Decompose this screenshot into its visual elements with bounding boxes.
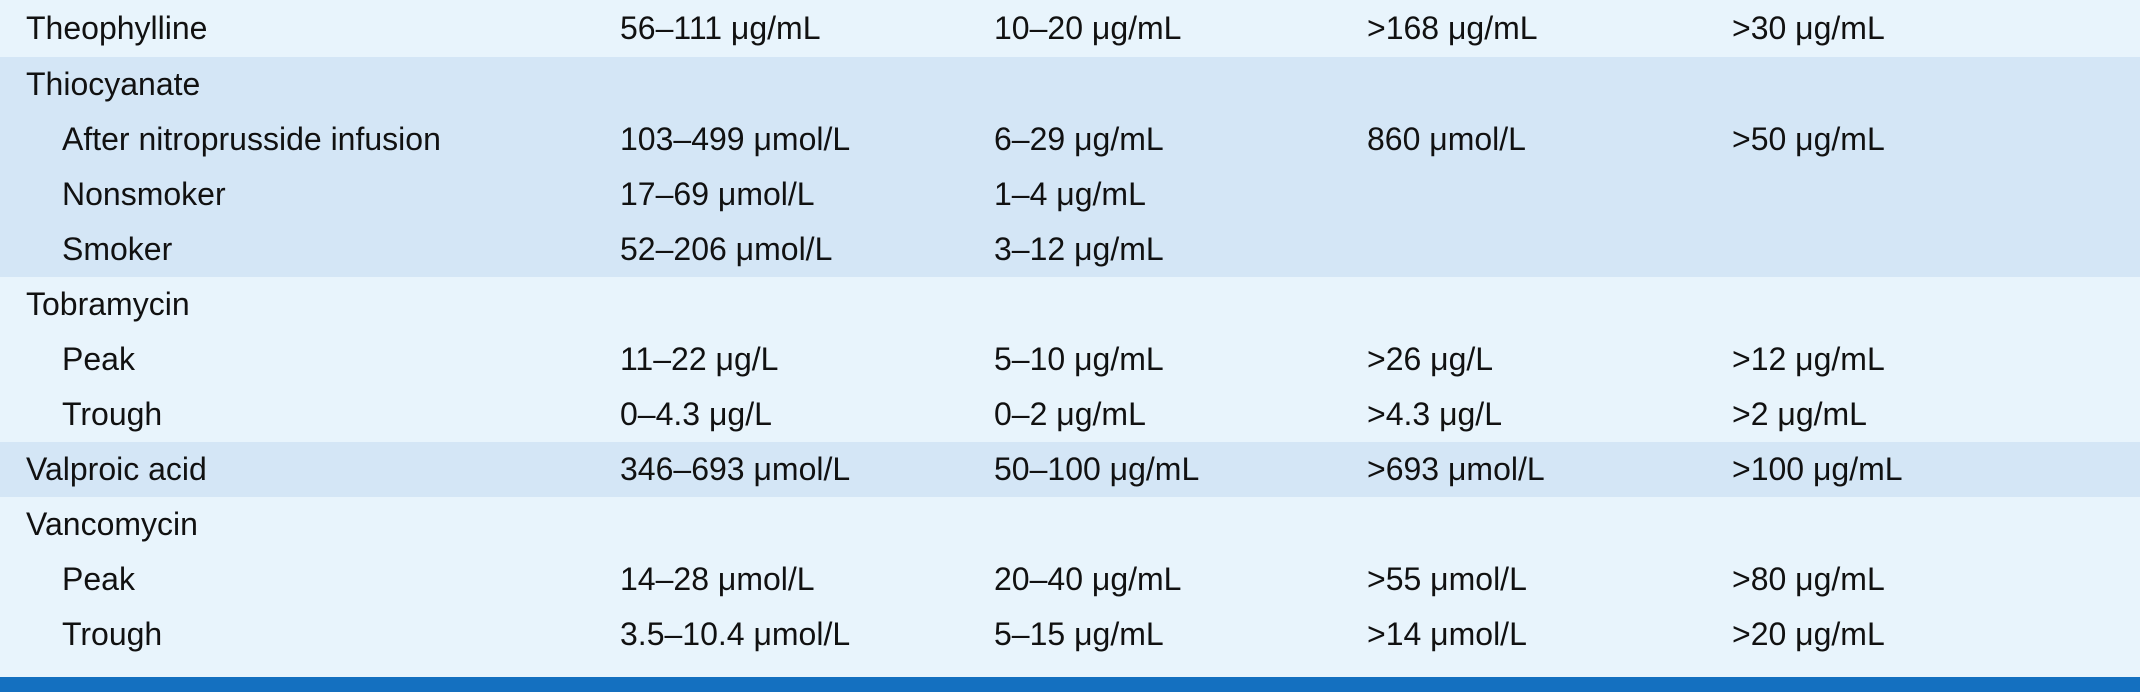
table-cell [620,57,994,112]
drug-name: Valproic acid [26,451,207,487]
table-cell: 11–22 μg/L [620,341,779,377]
table-row-vancomycin: Vancomycin [0,497,2140,552]
table-cell [1732,222,2140,277]
table-cell: >26 μg/L [1367,341,1494,377]
table-bottom-rule [0,677,2140,692]
table-cell: 14–28 μmol/L [620,561,815,597]
table-cell: >168 μg/mL [1367,10,1538,46]
table-cell: >20 μg/mL [1732,616,1885,652]
table-cell [994,57,1367,112]
table-cell: 3–12 μg/mL [994,231,1164,267]
table-cell [1367,277,1732,332]
table-cell: 6–29 μg/mL [994,121,1164,157]
table-cell: 20–40 μg/mL [994,561,1182,597]
table-cell: >4.3 μg/L [1367,396,1502,432]
sub-item-name: Peak [62,561,135,597]
table-cell: 17–69 μmol/L [620,176,815,212]
table-cell [1732,277,2140,332]
table-cell: 50–100 μg/mL [994,451,1200,487]
table-cell: 346–693 μmol/L [620,451,851,487]
table-cell [1732,497,2140,552]
table-row-vancomycin-trough: Trough 3.5–10.4 μmol/L 5–15 μg/mL >14 μm… [0,607,2140,662]
table-cell [1732,57,2140,112]
table-cell: 0–4.3 μg/L [620,396,772,432]
table-cell [1367,497,1732,552]
drug-name: Thiocyanate [26,66,201,102]
table-cell: >100 μg/mL [1732,451,1903,487]
table-cell: 3.5–10.4 μmol/L [620,616,851,652]
table-row-thiocyanate: Thiocyanate [0,57,2140,112]
table-row-tobramycin: Tobramycin [0,277,2140,332]
table-cell: >55 μmol/L [1367,561,1527,597]
sub-item-name: Nonsmoker [62,176,226,212]
table-cell: >2 μg/mL [1732,396,1867,432]
table-cell: 1–4 μg/mL [994,176,1146,212]
table-cell [1367,222,1732,277]
table-cell: >14 μmol/L [1367,616,1527,652]
table-cell: >30 μg/mL [1732,10,1885,46]
table-row-tobramycin-peak: Peak 11–22 μg/L 5–10 μg/mL >26 μg/L >12 … [0,332,2140,387]
table-cell [1732,167,2140,222]
table-cell [620,277,994,332]
drug-name: Tobramycin [26,286,190,322]
sub-item-name: Smoker [62,231,173,267]
table-row-vancomycin-peak: Peak 14–28 μmol/L 20–40 μg/mL >55 μmol/L… [0,552,2140,607]
table-cell: 0–2 μg/mL [994,396,1146,432]
sub-item-name: Trough [62,396,163,432]
table-row-nonsmoker: Nonsmoker 17–69 μmol/L 1–4 μg/mL [0,167,2140,222]
sub-item-name: Peak [62,341,135,377]
sub-item-name: After nitroprusside infusion [62,121,441,157]
drug-levels-table: Theophylline 56–111 μg/mL 10–20 μg/mL >1… [0,0,2140,662]
table-row-after-nitroprusside: After nitroprusside infusion 103–499 μmo… [0,112,2140,167]
table-cell: 5–15 μg/mL [994,616,1164,652]
table-row-smoker: Smoker 52–206 μmol/L 3–12 μg/mL [0,222,2140,277]
table-cell: 103–499 μmol/L [620,121,851,157]
drug-name: Theophylline [26,10,208,46]
table-cell: 10–20 μg/mL [994,10,1182,46]
table-row-valproic-acid: Valproic acid 346–693 μmol/L 50–100 μg/m… [0,442,2140,497]
table-cell: 52–206 μmol/L [620,231,833,267]
table-cell: 56–111 μg/mL [620,10,821,46]
table-cell [620,497,994,552]
table-cell [994,497,1367,552]
table-cell [1367,167,1732,222]
table-cell: 860 μmol/L [1367,121,1526,157]
table-cell: 5–10 μg/mL [994,341,1164,377]
sub-item-name: Trough [62,616,163,652]
table-cell: >693 μmol/L [1367,451,1545,487]
table-row-tobramycin-trough: Trough 0–4.3 μg/L 0–2 μg/mL >4.3 μg/L >2… [0,387,2140,442]
table-row-theophylline: Theophylline 56–111 μg/mL 10–20 μg/mL >1… [0,0,2140,57]
table-cell: >50 μg/mL [1732,121,1885,157]
table-cell: >12 μg/mL [1732,341,1885,377]
table-cell [994,277,1367,332]
drug-name: Vancomycin [26,506,198,542]
table-cell: >80 μg/mL [1732,561,1885,597]
table-cell [1367,57,1732,112]
